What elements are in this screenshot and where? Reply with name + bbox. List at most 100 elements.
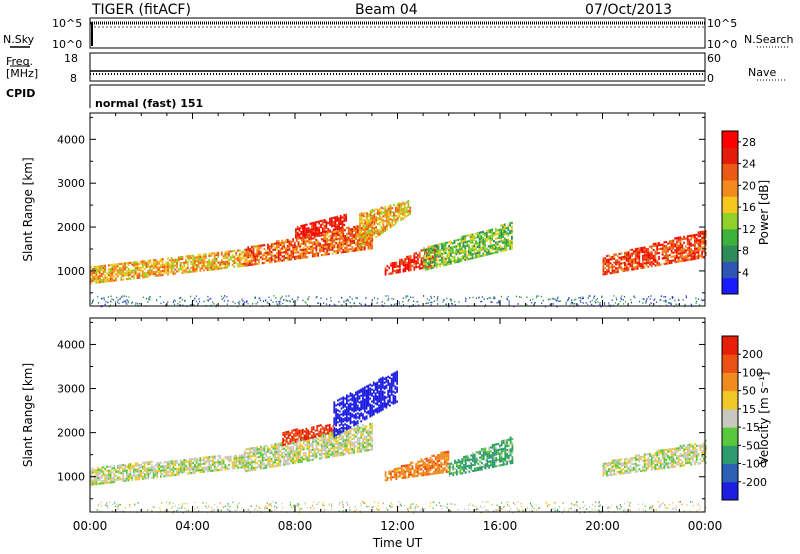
echo-cell-0-5 (430, 255, 433, 258)
echo-cell-1-0 (228, 459, 230, 462)
echo-cell-0-5 (424, 260, 427, 263)
echo-cell-0-5 (462, 241, 465, 244)
echo-cell-1-1 (346, 444, 348, 447)
echo-cell-0-0 (95, 269, 98, 272)
echo-cell-1-0 (186, 466, 189, 469)
echo-cell-0-0 (197, 261, 200, 265)
echo-cell-0-2 (312, 229, 315, 232)
echo-cell-1-0 (113, 465, 116, 468)
echo-cell-0-0 (160, 266, 162, 269)
echo-cell-1-1 (320, 455, 323, 458)
echo-cell-0-5 (462, 249, 465, 252)
echo-cell-0-5 (484, 246, 486, 249)
echo-cell-0-5 (489, 246, 492, 249)
echo-cell-0-6 (674, 237, 677, 240)
scatter-cell-0 (390, 304, 393, 306)
echo-cell-0-1 (319, 244, 321, 247)
echo-cell-0-0 (206, 262, 209, 266)
echo-cell-0-5 (500, 248, 503, 251)
echo-cell-1-0 (238, 460, 241, 463)
echo-cell-0-6 (686, 247, 689, 250)
echo-cell-1-1 (243, 466, 246, 469)
scatter-cell-0 (273, 295, 275, 297)
echo-cell-0-0 (149, 273, 151, 276)
echo-cell-0-1 (331, 234, 334, 237)
nsearch-tick-top: 10^5 (707, 17, 738, 30)
echo-cell-0-0 (237, 255, 239, 258)
echo-cell-1-1 (360, 450, 363, 453)
echo-cell-0-0 (217, 267, 220, 270)
echo-cell-0-2 (336, 217, 339, 220)
echo-cell-0-0 (222, 266, 225, 270)
echo-cell-0-1 (308, 241, 311, 245)
echo-cell-0-1 (355, 235, 357, 238)
scatter-cell-0 (304, 301, 306, 303)
echo-cell-0-1 (249, 263, 251, 266)
echo-cell-1-0 (215, 467, 218, 470)
scatter-cell-0 (412, 304, 414, 306)
echo-cell-1-1 (363, 429, 366, 432)
echo-cell-0-0 (172, 270, 175, 273)
echo-cell-1-1 (247, 467, 250, 470)
echo-cell-0-1 (344, 240, 346, 244)
echo-cell-1-1 (358, 444, 361, 447)
echo-cell-0-3 (382, 211, 385, 214)
echo-cell-0-0 (152, 273, 155, 276)
scatter-cell-0 (579, 300, 581, 302)
colorbar-segment (722, 131, 738, 148)
scatter-cell-0 (565, 301, 567, 304)
echo-cell-0-5 (494, 243, 497, 246)
scatter-cell-0 (252, 303, 254, 305)
echo-cell-0-6 (661, 247, 664, 250)
echo-cell-0-1 (288, 240, 291, 243)
echo-cell-0-4 (409, 257, 412, 260)
echo-cell-0-5 (448, 247, 450, 250)
scatter-cell-0 (557, 296, 559, 299)
echo-cell-0-5 (453, 259, 456, 262)
echo-cell-1-0 (143, 475, 146, 478)
echo-cell-0-6 (677, 260, 680, 263)
scatter-cell-0 (114, 301, 116, 303)
echo-cell-1-1 (297, 437, 300, 440)
scatter-cell-0 (448, 305, 450, 308)
echo-cell-0-6 (699, 235, 702, 238)
echo-cell-0-1 (342, 229, 345, 232)
echo-cell-0-0 (163, 263, 166, 266)
echo-cell-1-1 (268, 464, 271, 467)
echo-cell-0-5 (466, 234, 468, 237)
scatter-cell-0 (517, 303, 519, 305)
echo-cell-1-1 (340, 447, 343, 450)
echo-cell-0-0 (129, 271, 132, 274)
echo-cell-0-2 (341, 224, 344, 227)
echo-cell-0-6 (634, 254, 637, 257)
scatter-cell-0 (242, 300, 244, 302)
echo-cell-0-1 (355, 229, 357, 232)
scatter-cell-0 (195, 300, 197, 303)
echo-cell-0-0 (102, 266, 105, 269)
echo-cell-0-0 (208, 266, 211, 269)
echo-cell-0-5 (493, 245, 495, 249)
echo-cell-0-0 (217, 261, 220, 264)
echo-cell-0-5 (441, 252, 443, 255)
scatter-cell-0 (428, 302, 430, 304)
echo-cell-0-1 (346, 234, 348, 237)
echo-cell-1-1 (261, 459, 264, 462)
echo-cell-1-1 (329, 441, 332, 444)
echo-cell-0-0 (242, 254, 245, 257)
echo-cell-1-0 (188, 462, 191, 465)
echo-cell-0-5 (433, 262, 436, 265)
echo-cell-1-2 (307, 435, 310, 438)
scatter-cell-0 (416, 301, 418, 303)
echo-cell-1-0 (186, 460, 189, 463)
echo-cell-1-1 (245, 452, 248, 455)
echo-cell-0-6 (606, 272, 608, 275)
echo-cell-0-0 (138, 266, 141, 269)
echo-cell-0-1 (270, 260, 273, 264)
echo-cell-0-0 (122, 278, 125, 281)
echo-cell-0-5 (469, 257, 472, 260)
echo-cell-0-0 (151, 269, 153, 272)
echo-cell-0-1 (263, 261, 266, 264)
echo-cell-1-1 (353, 451, 355, 454)
echo-cell-0-6 (643, 248, 646, 251)
freq-panel-frame (89, 52, 706, 82)
